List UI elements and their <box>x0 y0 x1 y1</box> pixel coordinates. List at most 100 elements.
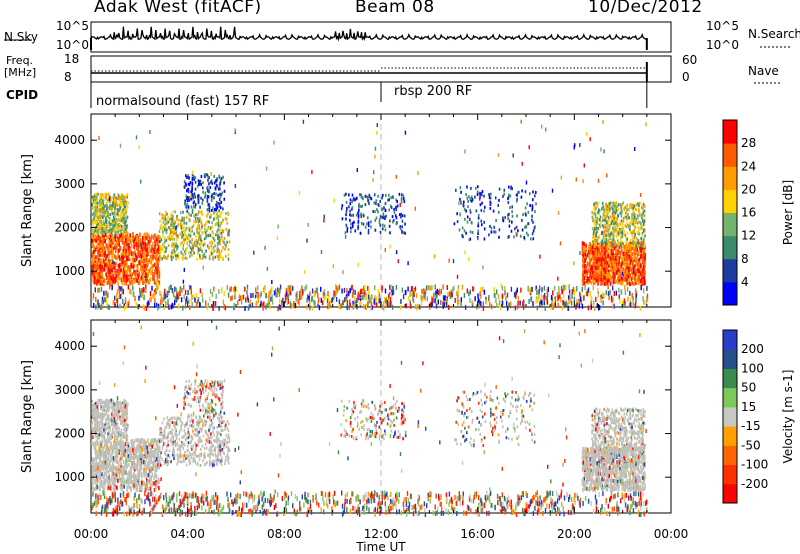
power-cell <box>636 202 639 206</box>
power-cell <box>614 209 617 212</box>
power-cell <box>165 239 168 243</box>
power-cell <box>133 263 136 268</box>
velocity-group <box>90 319 672 518</box>
power-cell <box>643 268 646 273</box>
power-cell <box>628 257 631 262</box>
power-cell <box>611 242 613 246</box>
power-cell <box>469 237 472 241</box>
power-cell <box>122 213 125 217</box>
power-ytick-label: 2000 <box>54 221 85 235</box>
power-cell <box>95 239 97 244</box>
power-cell <box>136 278 138 283</box>
power-cell <box>584 252 586 257</box>
power-cell <box>631 271 634 276</box>
power-cell <box>129 272 131 277</box>
power-clutter-cell <box>646 293 649 299</box>
power-cell <box>175 242 177 246</box>
power-cell <box>626 217 628 221</box>
power-clutter-cell <box>145 306 147 311</box>
power-sparse-cell <box>497 153 500 158</box>
power-cell <box>94 229 96 233</box>
power-cell <box>612 277 615 282</box>
power-cell <box>398 192 401 196</box>
power-cell <box>217 210 219 214</box>
power-cell <box>403 200 406 204</box>
power-cell <box>91 198 93 202</box>
power-cell <box>619 235 622 239</box>
power-clutter-cell <box>477 297 480 303</box>
power-cell <box>114 214 117 217</box>
power-cell <box>636 221 639 225</box>
power-cell <box>383 206 385 210</box>
power-cell <box>125 274 127 279</box>
power-cell <box>126 235 129 240</box>
power-sparse-cell <box>541 124 543 129</box>
power-cell <box>180 232 182 236</box>
power-cell <box>206 189 209 193</box>
power-sparse-cell <box>579 251 581 255</box>
power-clutter-cell <box>420 294 422 300</box>
power-cell <box>638 220 640 224</box>
power-cell <box>123 252 126 257</box>
power-cell <box>101 261 103 266</box>
power-cell <box>623 273 626 278</box>
power-clutter-cell <box>576 285 578 291</box>
power-cell <box>642 279 644 284</box>
power-cell <box>145 267 148 272</box>
power-clutter-cell <box>270 296 272 302</box>
power-cell <box>138 261 141 266</box>
power-clutter-cell <box>457 285 460 290</box>
power-clutter-cell <box>395 284 398 290</box>
power-cell <box>106 204 108 208</box>
power-cell <box>212 218 215 221</box>
power-cell <box>592 273 594 278</box>
power-cell <box>633 229 635 233</box>
power-cell <box>144 238 146 242</box>
power-cell <box>92 230 94 234</box>
power-cell <box>131 257 134 262</box>
power-clutter-cell <box>343 287 346 293</box>
power-cell <box>95 192 98 196</box>
power-cell <box>184 201 186 205</box>
power-cell <box>172 244 175 248</box>
power-cell <box>498 210 500 214</box>
power-cell <box>183 217 185 220</box>
power-cell <box>145 276 147 281</box>
power-cell <box>582 264 584 269</box>
power-clutter-cell <box>602 292 604 298</box>
nave-tick-high: 60 <box>682 53 697 67</box>
power-clutter-cell <box>352 300 354 306</box>
power-cell <box>632 276 634 280</box>
power-cell <box>97 217 100 221</box>
power-cell <box>196 230 199 234</box>
power-cell <box>464 217 466 221</box>
power-cell <box>633 244 635 248</box>
power-cell <box>634 250 637 254</box>
power-cell <box>614 260 617 265</box>
power-cell <box>525 231 528 235</box>
power-clutter-cell <box>240 299 243 305</box>
power-clutter-cell <box>246 290 248 296</box>
power-clutter-cell <box>279 304 281 310</box>
power-clutter-cell <box>562 299 564 305</box>
power-cell <box>193 251 195 255</box>
power-clutter-cell <box>583 295 585 301</box>
noise-tick-low-right: 10^0 <box>706 38 739 52</box>
power-sparse-cell <box>182 279 185 284</box>
power-cell <box>635 208 637 212</box>
power-cell <box>93 211 95 215</box>
power-clutter-cell <box>289 289 292 295</box>
power-clutter-cell <box>547 286 549 292</box>
power-cell <box>345 217 347 221</box>
power-cell <box>582 270 584 275</box>
power-clutter-cell <box>325 293 327 299</box>
power-clutter-cell <box>268 291 270 296</box>
power-clutter-cell <box>597 287 599 293</box>
power-cell <box>605 282 607 286</box>
power-cell <box>599 273 602 278</box>
power-cell <box>617 214 620 218</box>
power-cell <box>627 248 630 253</box>
power-cell <box>401 219 404 223</box>
power-sparse-cell <box>171 217 173 222</box>
power-cell <box>208 257 211 261</box>
